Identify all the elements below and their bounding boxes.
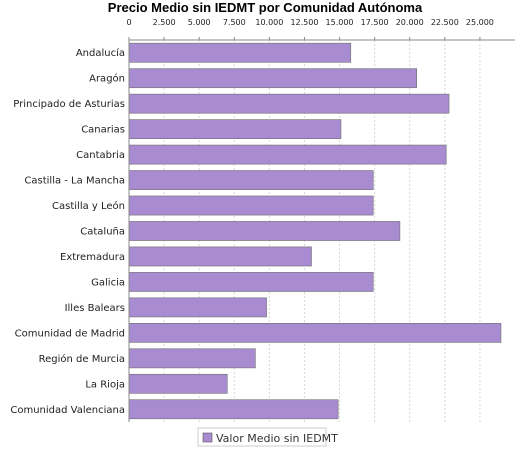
x-axis-ticks: 0 2.500 5.000 7.500 10.000 12.500 15.000 17.500… bbox=[126, 18, 494, 40]
legend: Valor Medio sin IEDMT bbox=[197, 427, 338, 447]
tick-label: 0 bbox=[126, 18, 131, 27]
tick-label: 10.000 bbox=[255, 18, 283, 27]
tick-label: 15.000 bbox=[326, 18, 354, 27]
bar bbox=[128, 399, 339, 420]
bar bbox=[128, 246, 312, 267]
tick-label: 7.500 bbox=[223, 18, 246, 27]
category-label: Extremadura bbox=[60, 252, 125, 263]
bar bbox=[128, 195, 374, 216]
legend-label: Valor Medio sin IEDMT bbox=[216, 432, 338, 445]
bar bbox=[128, 68, 418, 89]
tick-label: 22.500 bbox=[431, 18, 459, 27]
category-label: Canarias bbox=[81, 125, 125, 136]
tick-label: 20.000 bbox=[396, 18, 424, 27]
category-label: La Rioja bbox=[85, 379, 125, 390]
category-label: Región de Murcia bbox=[39, 353, 125, 365]
category-label: Castilla y León bbox=[52, 200, 125, 212]
bar bbox=[128, 297, 267, 318]
category-label: Comunidad Valenciana bbox=[10, 405, 125, 416]
tick-label: 5.000 bbox=[188, 18, 211, 27]
tick-label: 12.500 bbox=[290, 18, 318, 27]
bar bbox=[128, 272, 374, 292]
tick-label: 25.000 bbox=[466, 18, 494, 27]
bars bbox=[128, 42, 502, 420]
category-labels: Andalucía Aragón Principado de Asturias Can… bbox=[10, 47, 125, 416]
category-label: Illes Balears bbox=[65, 303, 125, 314]
category-label: Principado de Asturias bbox=[13, 99, 125, 110]
bar bbox=[128, 170, 374, 190]
category-label: Castilla - La Mancha bbox=[24, 176, 125, 187]
legend-box bbox=[197, 427, 327, 447]
bar bbox=[128, 323, 502, 343]
legend-swatch bbox=[202, 432, 213, 443]
bar bbox=[128, 93, 450, 114]
tick-label: 2.500 bbox=[153, 18, 176, 27]
category-label: Aragón bbox=[89, 73, 125, 85]
category-label: Galicia bbox=[91, 277, 125, 288]
bar bbox=[128, 348, 256, 369]
chart-title: Precio Medio sin IEDMT por Comunidad Aut… bbox=[108, 0, 423, 15]
category-label: Comunidad de Madrid bbox=[15, 328, 125, 339]
bar bbox=[128, 221, 401, 241]
category-label: Cataluña bbox=[80, 227, 125, 238]
bar bbox=[128, 373, 228, 394]
tick-label: 17.500 bbox=[361, 18, 389, 27]
bar bbox=[128, 144, 447, 165]
category-label: Andalucía bbox=[76, 47, 125, 59]
bar bbox=[128, 42, 352, 63]
bar bbox=[128, 119, 342, 139]
category-label: Cantabria bbox=[76, 150, 125, 161]
